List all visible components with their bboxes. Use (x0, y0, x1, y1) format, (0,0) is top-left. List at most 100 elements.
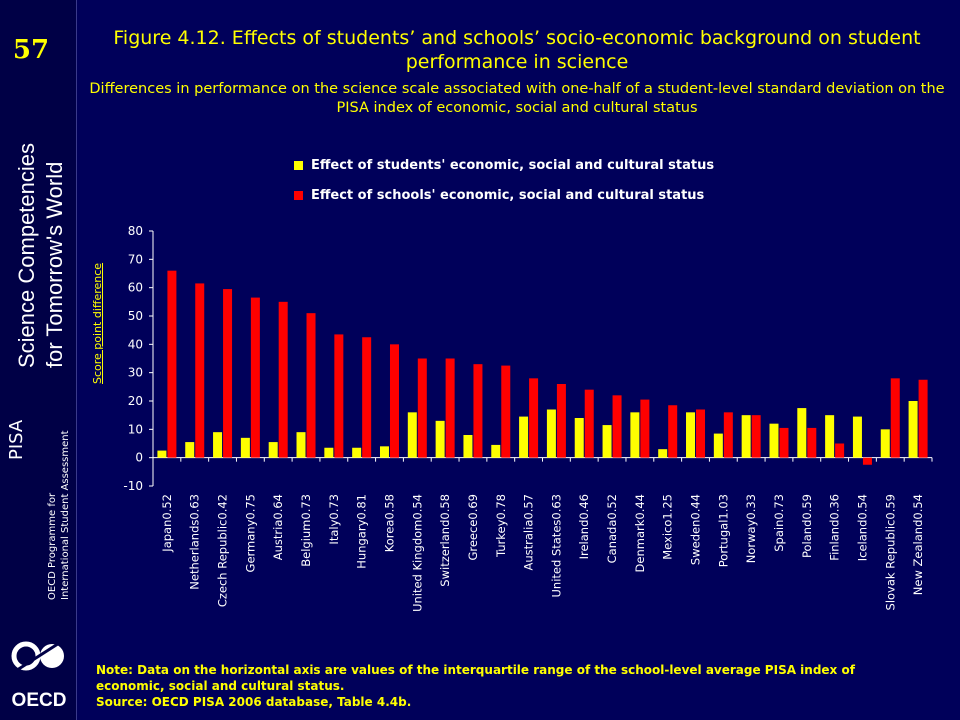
y-tick-label: 10 (128, 422, 143, 436)
x-tick-label: Czech Republic0.42 (216, 494, 230, 607)
source-text: Source: OECD PISA 2006 database, Table 4… (96, 695, 412, 709)
x-tick-label: Ireland0.46 (577, 494, 591, 559)
note-text: Note: Data on the horizontal axis are va… (96, 663, 855, 693)
legend-item-students: Effect of students' economic, social and… (294, 150, 714, 180)
legend-label-schools: Effect of schools' economic, social and … (311, 187, 705, 203)
bar-schools (556, 384, 566, 458)
x-tick-label: Switzerland0.58 (438, 494, 452, 587)
legend-swatch-schools (294, 190, 303, 200)
chart-legend: Effect of students' economic, social and… (294, 150, 714, 210)
x-tick-label: Finland0.36 (828, 494, 842, 561)
bar-students (880, 429, 890, 458)
bar-schools (862, 457, 872, 465)
bar-students (797, 408, 807, 458)
bar-schools (389, 344, 399, 458)
x-tick-label: Australia0.57 (522, 494, 536, 570)
bar-students (713, 433, 723, 458)
bar-schools (473, 364, 483, 458)
bar-schools (890, 378, 900, 458)
bar-schools (445, 358, 455, 458)
legend-item-schools: Effect of schools' economic, social and … (294, 180, 714, 210)
logo-text: OECD (12, 690, 67, 711)
bar-students (630, 412, 640, 458)
bar-schools (584, 389, 594, 458)
bar-students (686, 412, 696, 458)
y-tick-label: 40 (128, 337, 143, 351)
x-tick-label: Slovak Republic0.59 (883, 494, 897, 610)
bar-schools (640, 399, 650, 458)
footnote: Note: Data on the horizontal axis are va… (96, 662, 916, 710)
bar-students (157, 450, 167, 458)
x-tick-label: United States0.63 (549, 494, 563, 597)
x-tick-label: Korea0.58 (382, 494, 396, 552)
bar-students (213, 432, 223, 458)
bar-students (352, 447, 362, 458)
bar-students (296, 432, 306, 458)
x-tick-label: Germany0.75 (243, 494, 257, 572)
bar-students (852, 416, 862, 458)
bar-schools (501, 365, 511, 458)
legend-swatch-students (294, 160, 303, 170)
legend-label-students: Effect of students' economic, social and… (311, 157, 715, 173)
x-tick-label: Netherlands0.63 (188, 494, 202, 590)
y-tick-label: 80 (128, 224, 143, 238)
bar-schools (529, 378, 539, 458)
bar-schools (751, 415, 761, 458)
x-tick-label: Denmark0.44 (633, 494, 647, 572)
y-tick-label: 20 (128, 394, 143, 408)
x-tick-label: Japan0.52 (160, 494, 174, 553)
y-tick-label: 60 (128, 281, 143, 295)
bar-students (407, 412, 417, 458)
x-tick-label: New Zealand0.54 (911, 494, 925, 595)
bar-students (908, 401, 918, 458)
x-tick-label: Spain0.73 (772, 494, 786, 552)
x-tick-label: Mexico1.25 (661, 494, 675, 560)
bar-students (825, 415, 835, 458)
bar-students (491, 444, 501, 458)
bar-students (240, 437, 250, 458)
y-tick-label: -10 (123, 479, 143, 493)
x-tick-label: Norway0.33 (744, 494, 758, 563)
x-tick-label: Belgium0.73 (299, 494, 313, 567)
bar-schools (362, 337, 372, 458)
bar-students (268, 442, 278, 458)
x-tick-label: Austria0.64 (271, 494, 285, 560)
x-tick-label: Portugal1.03 (716, 494, 730, 567)
y-tick-label: 70 (128, 252, 143, 266)
bar-students (324, 447, 334, 458)
figure-subtitle: Differences in performance on the scienc… (89, 81, 945, 116)
bar-schools (918, 379, 928, 458)
y-tick-label: 30 (128, 366, 143, 380)
page-number: 57 (12, 35, 50, 65)
bar-students (379, 446, 389, 458)
x-tick-label: Iceland0.54 (855, 494, 869, 561)
bar-students (602, 425, 612, 458)
bar-schools (668, 405, 678, 458)
sidebar: 57 Science Competencies for Tomorrow's W… (0, 0, 77, 720)
figure-title: Figure 4.12. Effects of students’ and sc… (113, 27, 921, 73)
bar-students (519, 416, 529, 458)
bar-students (741, 415, 751, 458)
bar-schools (278, 301, 288, 458)
bar-schools (723, 412, 733, 458)
x-tick-label: Greece0.69 (466, 494, 480, 561)
oecd-logo-icon: OECD (11, 638, 67, 711)
bar-schools (807, 427, 817, 458)
y-tick-label: 0 (135, 451, 143, 465)
bar-schools (417, 358, 427, 458)
bar-students (546, 409, 556, 458)
x-tick-label: Sweden0.44 (689, 494, 703, 565)
bar-students (574, 418, 584, 458)
x-tick-label: Hungary0.81 (355, 494, 369, 569)
x-tick-label: Turkey0.78 (494, 494, 508, 558)
bar-schools (835, 443, 845, 458)
x-tick-label: Poland0.59 (800, 494, 814, 558)
bar-schools (334, 334, 344, 458)
bar-schools (306, 313, 316, 458)
bar-schools (779, 427, 789, 458)
bar-students (769, 423, 779, 458)
x-tick-label: Canada0.52 (605, 494, 619, 563)
bar-schools (195, 283, 205, 458)
bar-schools (167, 270, 177, 458)
